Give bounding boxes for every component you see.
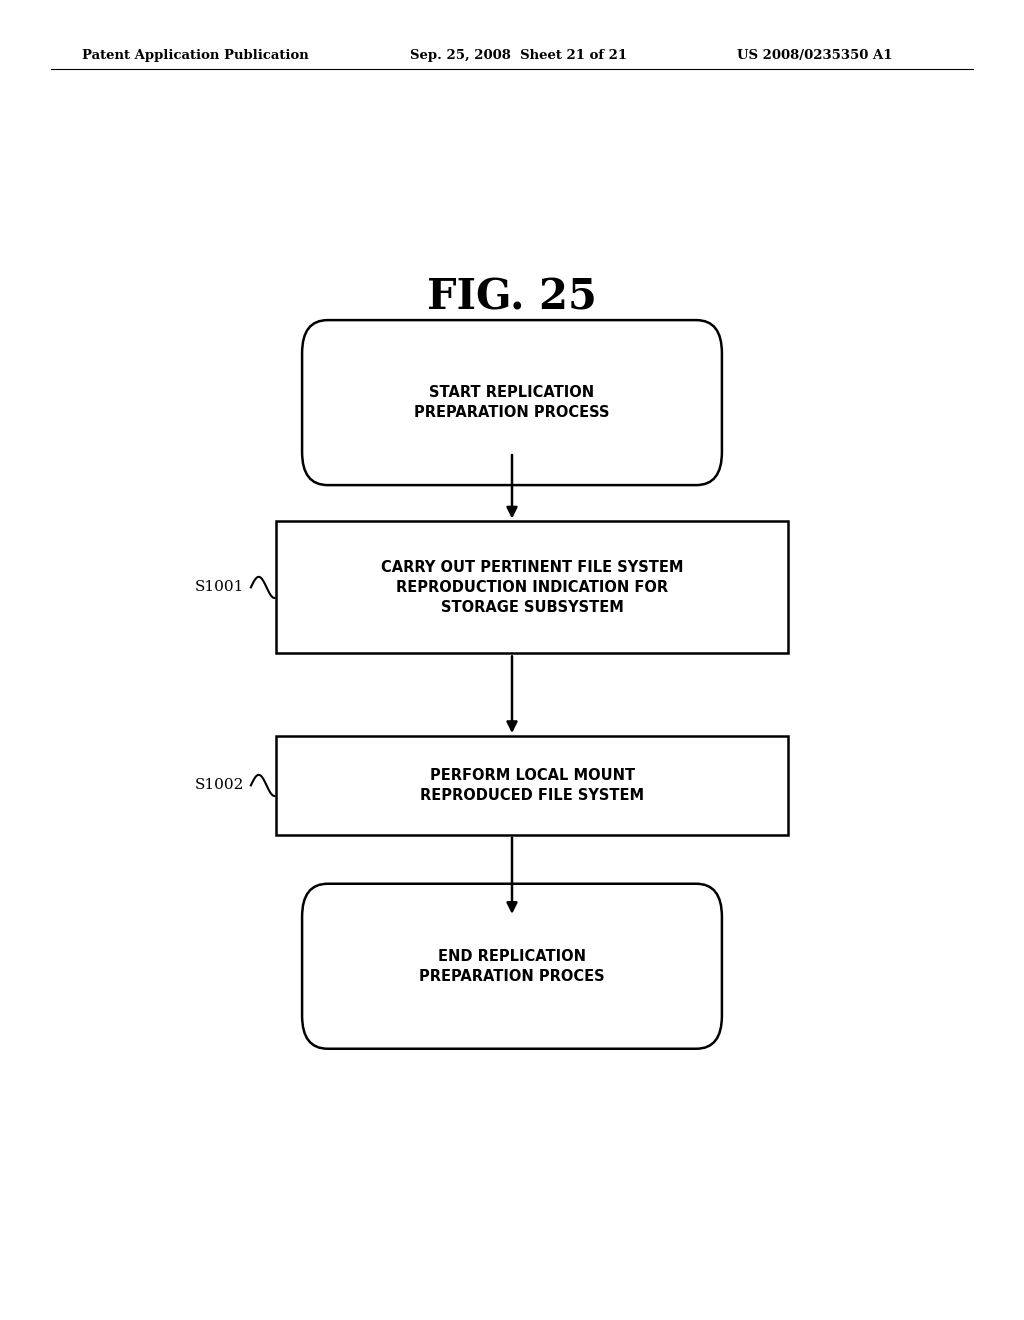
Text: Sep. 25, 2008  Sheet 21 of 21: Sep. 25, 2008 Sheet 21 of 21	[410, 49, 627, 62]
Text: END REPLICATION
PREPARATION PROCES: END REPLICATION PREPARATION PROCES	[419, 949, 605, 983]
Text: FIG. 25: FIG. 25	[427, 276, 597, 318]
FancyBboxPatch shape	[302, 884, 722, 1048]
Text: Patent Application Publication: Patent Application Publication	[82, 49, 308, 62]
Text: CARRY OUT PERTINENT FILE SYSTEM
REPRODUCTION INDICATION FOR
STORAGE SUBSYSTEM: CARRY OUT PERTINENT FILE SYSTEM REPRODUC…	[381, 560, 684, 615]
Text: S1001: S1001	[195, 581, 244, 594]
Text: S1002: S1002	[195, 779, 244, 792]
Bar	[276, 521, 788, 653]
Bar	[276, 735, 788, 834]
FancyBboxPatch shape	[302, 321, 722, 486]
Text: START REPLICATION
PREPARATION PROCESS: START REPLICATION PREPARATION PROCESS	[415, 385, 609, 420]
Text: PERFORM LOCAL MOUNT
REPRODUCED FILE SYSTEM: PERFORM LOCAL MOUNT REPRODUCED FILE SYST…	[421, 768, 644, 803]
Text: US 2008/0235350 A1: US 2008/0235350 A1	[737, 49, 893, 62]
